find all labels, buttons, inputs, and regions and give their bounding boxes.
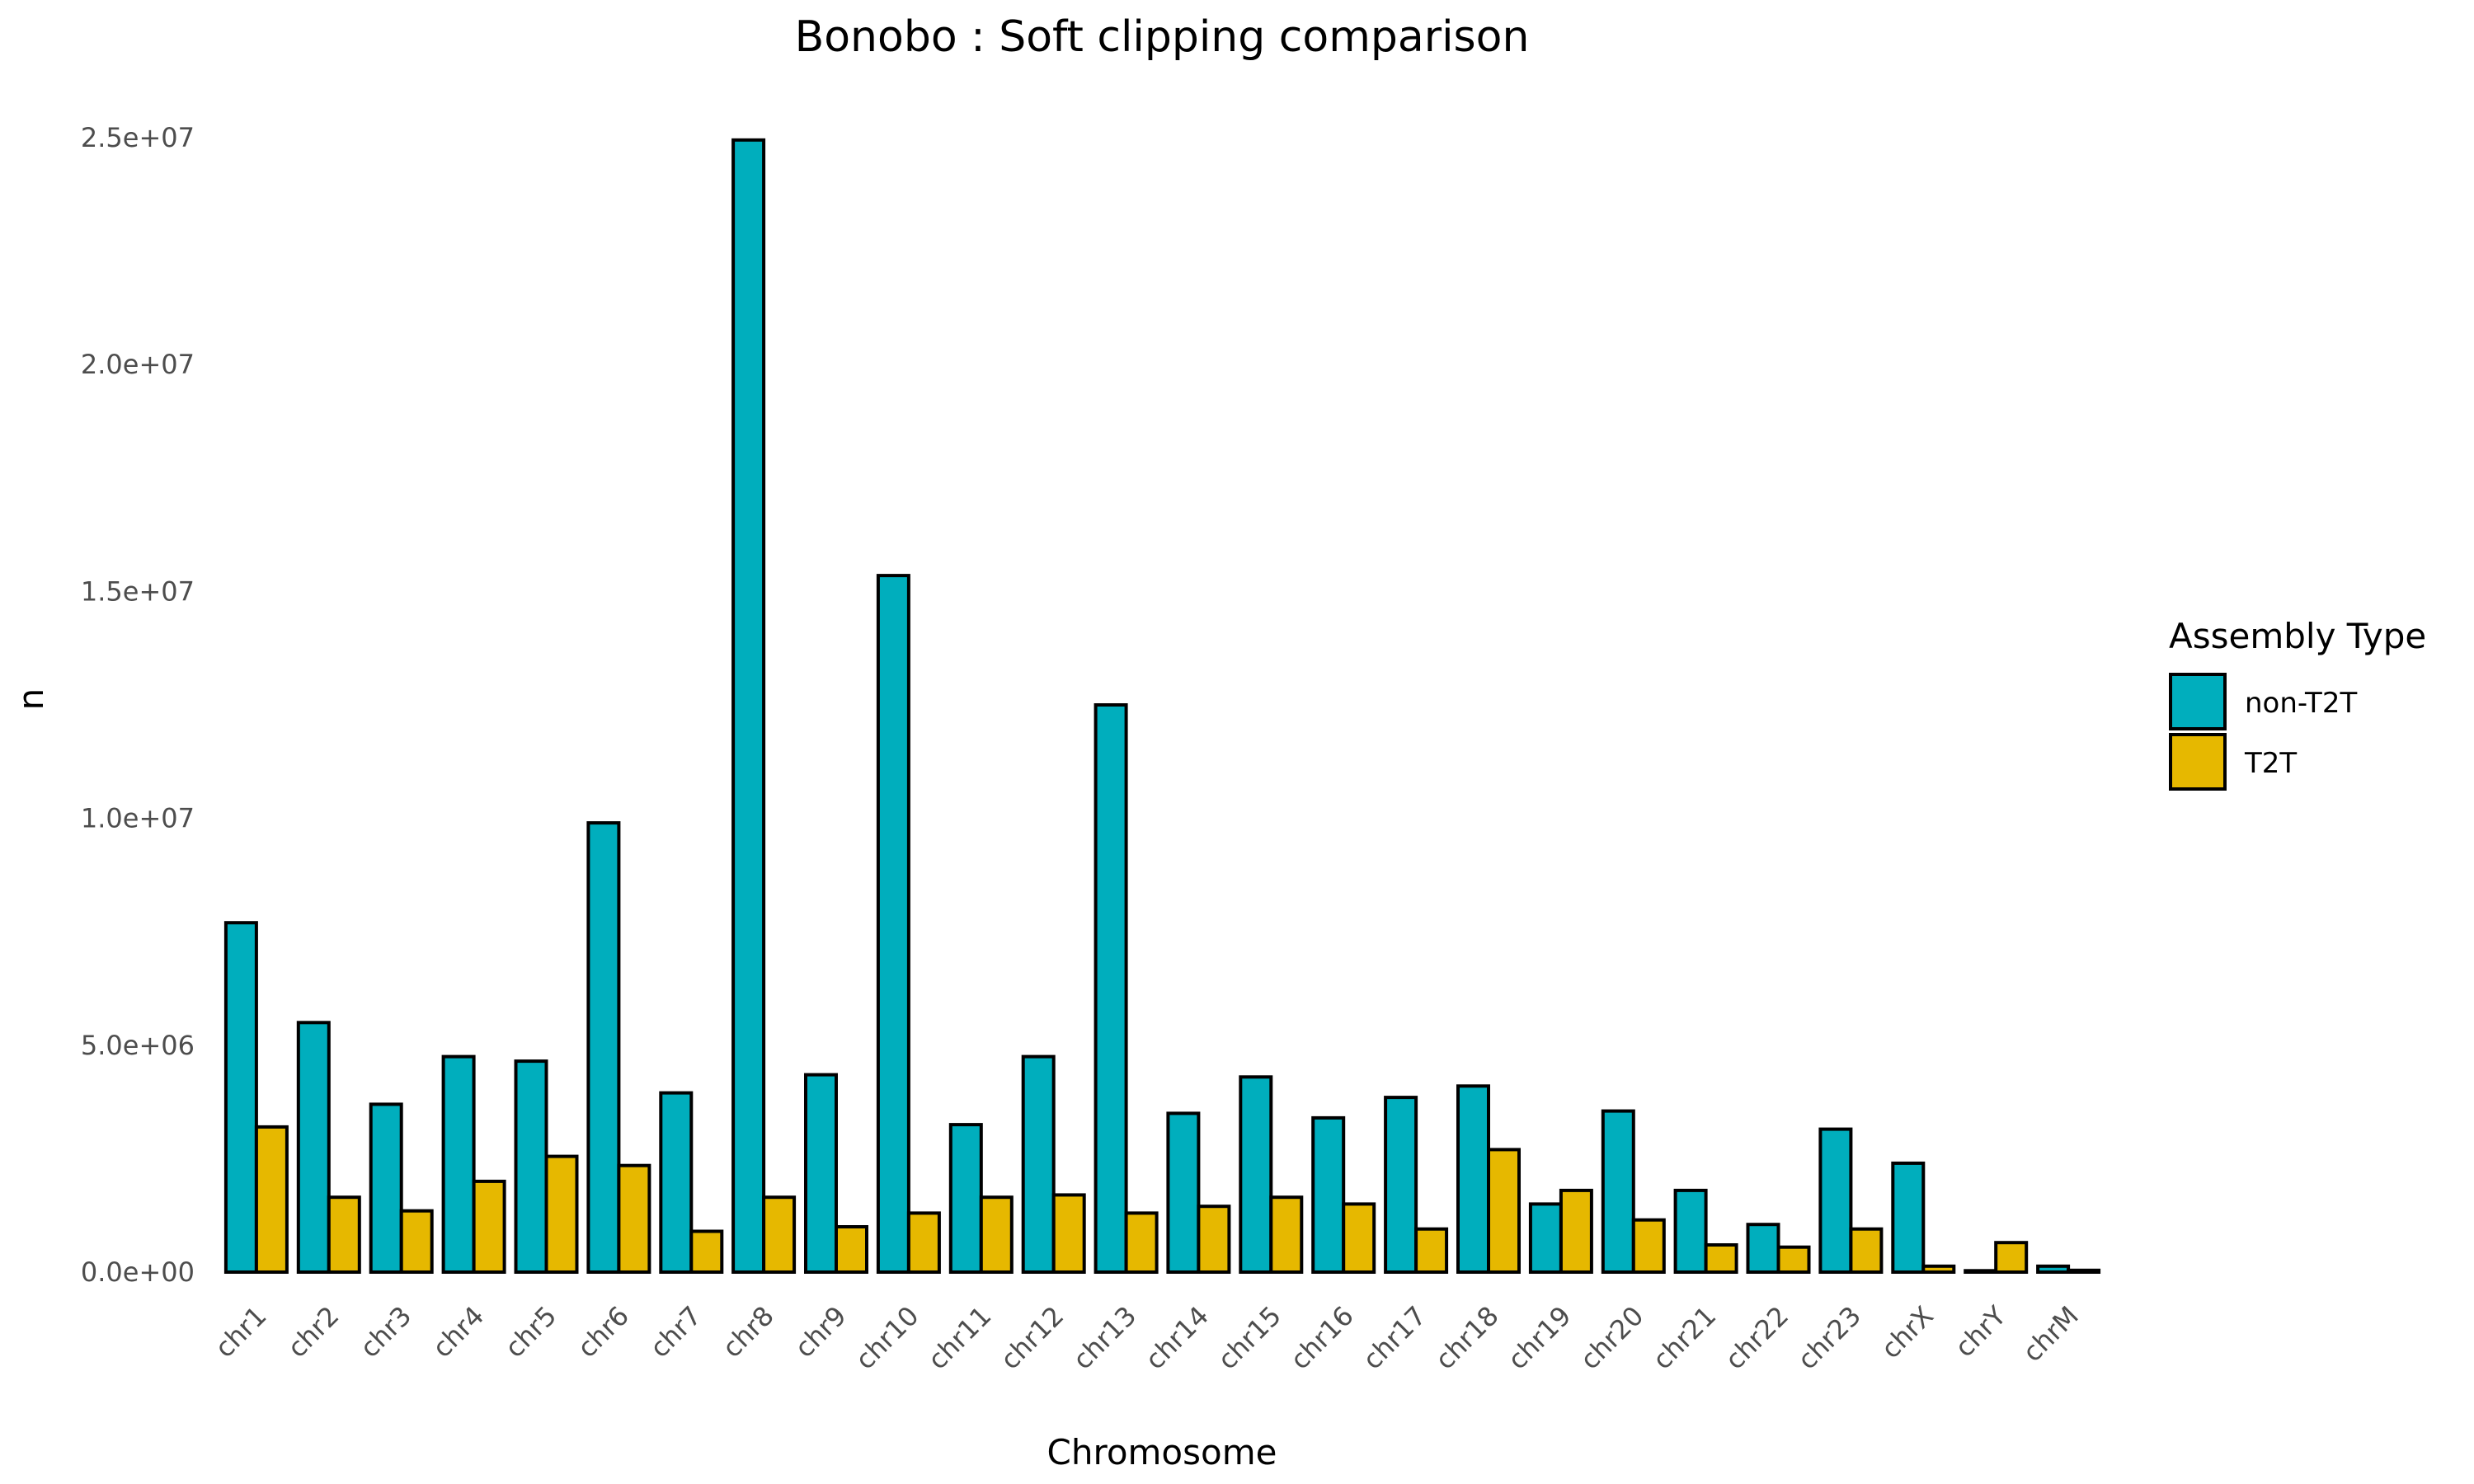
x-tick-label-chr16: chr16 xyxy=(1284,1300,1360,1376)
bar-chr6-t2t xyxy=(617,1163,651,1274)
bar-chr10-non-t2t xyxy=(876,574,910,1274)
x-tick-label-chr17: chr17 xyxy=(1357,1300,1432,1376)
x-tick-label-chr5: chr5 xyxy=(499,1300,562,1364)
legend-swatch-non-t2t xyxy=(2169,673,2227,730)
bar-chr21-non-t2t xyxy=(1673,1188,1708,1275)
x-tick-label-chrM: chrM xyxy=(2016,1300,2084,1368)
bar-chr4-non-t2t xyxy=(441,1054,476,1274)
bar-chr23-t2t xyxy=(1849,1227,1884,1274)
bar-chr15-non-t2t xyxy=(1239,1075,1273,1275)
x-tick-label-chr3: chr3 xyxy=(354,1300,417,1364)
x-tick-label-chr22: chr22 xyxy=(1719,1300,1794,1376)
bar-chr11-t2t xyxy=(979,1195,1014,1274)
x-tick-label-chr7: chr7 xyxy=(644,1300,708,1364)
x-tick-label-chr13: chr13 xyxy=(1067,1300,1143,1376)
bar-chr18-t2t xyxy=(1487,1148,1521,1275)
bar-chr16-non-t2t xyxy=(1311,1115,1346,1275)
y-tick-label: 2.0e+07 xyxy=(81,349,195,380)
x-tick-label-chr8: chr8 xyxy=(716,1300,779,1364)
bar-chrM-t2t xyxy=(2067,1268,2101,1275)
y-tick-label: 5.0e+06 xyxy=(81,1030,195,1061)
bar-chrY-t2t xyxy=(1994,1241,2029,1274)
bar-chr8-non-t2t xyxy=(731,138,766,1274)
bar-chr22-t2t xyxy=(1776,1245,1811,1274)
x-axis-title: Chromosome xyxy=(1047,1432,1277,1472)
x-tick-label-chrX: chrX xyxy=(1875,1300,1940,1364)
bar-chr1-non-t2t xyxy=(223,921,258,1274)
bars-layer xyxy=(223,138,2101,1275)
chart-title: Bonobo : Soft clipping comparison xyxy=(795,12,1530,62)
bar-chr12-t2t xyxy=(1051,1193,1086,1275)
bar-chr18-non-t2t xyxy=(1456,1084,1490,1275)
x-tick-label-chr15: chr15 xyxy=(1211,1300,1287,1376)
x-tick-label-chr6: chr6 xyxy=(571,1300,635,1364)
x-axis: chr1 chr2 chr3 chr4 chr5 chr6 chr7 chr8 chr9chr1… xyxy=(209,1299,2085,1375)
x-tick-label-chrY: chrY xyxy=(1949,1299,2012,1363)
bar-chr14-t2t xyxy=(1197,1205,1231,1274)
bar-chr16-t2t xyxy=(1342,1202,1376,1275)
x-tick-label-chr12: chr12 xyxy=(995,1300,1070,1376)
x-tick-label-chr1: chr1 xyxy=(209,1300,272,1364)
x-tick-label-chr19: chr19 xyxy=(1502,1300,1578,1376)
y-tick-label: 1.5e+07 xyxy=(81,575,195,607)
y-tick-label: 0.0e+00 xyxy=(81,1256,195,1288)
bar-chrX-t2t xyxy=(1921,1264,1956,1275)
bar-chr2-t2t xyxy=(327,1195,361,1274)
bar-chr21-t2t xyxy=(1704,1243,1738,1274)
x-tick-label-chr23: chr23 xyxy=(1791,1300,1867,1376)
bar-chr20-non-t2t xyxy=(1601,1109,1635,1274)
x-tick-label-chr4: chr4 xyxy=(426,1300,490,1364)
bar-chr20-t2t xyxy=(1631,1218,1666,1274)
bar-chr19-t2t xyxy=(1559,1188,1593,1275)
bar-chr17-t2t xyxy=(1414,1227,1449,1274)
y-tick-label: 1.0e+07 xyxy=(81,803,195,834)
bar-chr5-t2t xyxy=(544,1154,579,1274)
bar-chr14-non-t2t xyxy=(1166,1111,1201,1275)
x-tick-label-chr18: chr18 xyxy=(1429,1300,1505,1376)
bar-chr1-t2t xyxy=(254,1125,289,1275)
x-tick-label-chr14: chr14 xyxy=(1139,1300,1215,1376)
bar-chr13-t2t xyxy=(1124,1211,1159,1275)
legend: Assembly Type non-T2T T2T xyxy=(2169,616,2426,791)
bar-chr15-t2t xyxy=(1269,1195,1304,1274)
legend-title: Assembly Type xyxy=(2169,616,2426,656)
y-axis-title: n xyxy=(11,688,51,711)
bar-chrY-non-t2t xyxy=(1964,1269,1998,1275)
y-axis: 0.0e+00 5.0e+06 1.0e+07 1.5e+07 2.0e+07 2.5e+… xyxy=(81,122,195,1288)
x-tick-label-chr9: chr9 xyxy=(788,1300,852,1364)
bar-chr9-t2t xyxy=(835,1225,868,1274)
bar-chr4-t2t xyxy=(472,1179,506,1275)
bar-chr23-non-t2t xyxy=(1818,1127,1853,1274)
bar-chrX-non-t2t xyxy=(1891,1161,1926,1275)
bar-chr3-t2t xyxy=(399,1209,434,1274)
legend-label-t2t: T2T xyxy=(2244,747,2297,780)
bar-chr7-t2t xyxy=(689,1229,724,1274)
bar-chr5-non-t2t xyxy=(514,1059,548,1274)
x-tick-label-chr21: chr21 xyxy=(1647,1300,1723,1376)
y-tick-label: 2.5e+07 xyxy=(81,122,195,153)
legend-label-non-t2t: non-T2T xyxy=(2245,687,2357,720)
bar-chr22-non-t2t xyxy=(1746,1223,1780,1274)
bar-chr17-non-t2t xyxy=(1384,1096,1418,1274)
bar-chr12-non-t2t xyxy=(1021,1054,1056,1274)
bar-chr11-non-t2t xyxy=(948,1123,983,1274)
bar-chrM-non-t2t xyxy=(2036,1264,2071,1275)
bar-chr9-non-t2t xyxy=(804,1073,838,1274)
bar-chr7-non-t2t xyxy=(659,1091,694,1274)
bar-chr10-t2t xyxy=(906,1211,941,1275)
bar-chr13-non-t2t xyxy=(1094,703,1128,1274)
bar-chr2-non-t2t xyxy=(296,1021,331,1275)
x-tick-label-chr2: chr2 xyxy=(281,1300,345,1364)
bar-chr19-non-t2t xyxy=(1528,1202,1563,1275)
x-tick-label-chr20: chr20 xyxy=(1574,1300,1650,1376)
bar-chr8-t2t xyxy=(762,1195,797,1274)
bar-chr6-non-t2t xyxy=(586,821,621,1274)
legend-swatch-t2t xyxy=(2169,733,2227,791)
bar-chr3-non-t2t xyxy=(369,1102,403,1275)
x-tick-label-chr11: chr11 xyxy=(922,1300,998,1376)
x-tick-label-chr10: chr10 xyxy=(849,1300,925,1376)
